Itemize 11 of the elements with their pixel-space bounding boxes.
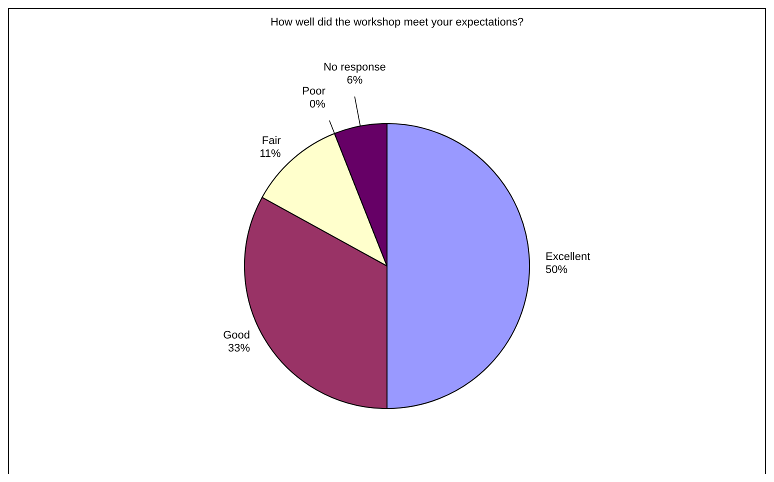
slice-label: No response	[323, 62, 386, 74]
data-label: 6%	[346, 74, 363, 87]
data-label: 11%	[260, 148, 282, 160]
data-label: 50%	[546, 264, 568, 276]
text: 0%	[309, 98, 326, 110]
data-label: 33%	[228, 342, 250, 355]
chart-title: How well did the workshop meet your expectations?	[270, 16, 524, 29]
slice-label: Excellent	[546, 251, 590, 263]
slice-label: Good	[223, 330, 250, 342]
slice-label: Fair	[262, 135, 282, 148]
category-label: Poor	[302, 85, 326, 98]
